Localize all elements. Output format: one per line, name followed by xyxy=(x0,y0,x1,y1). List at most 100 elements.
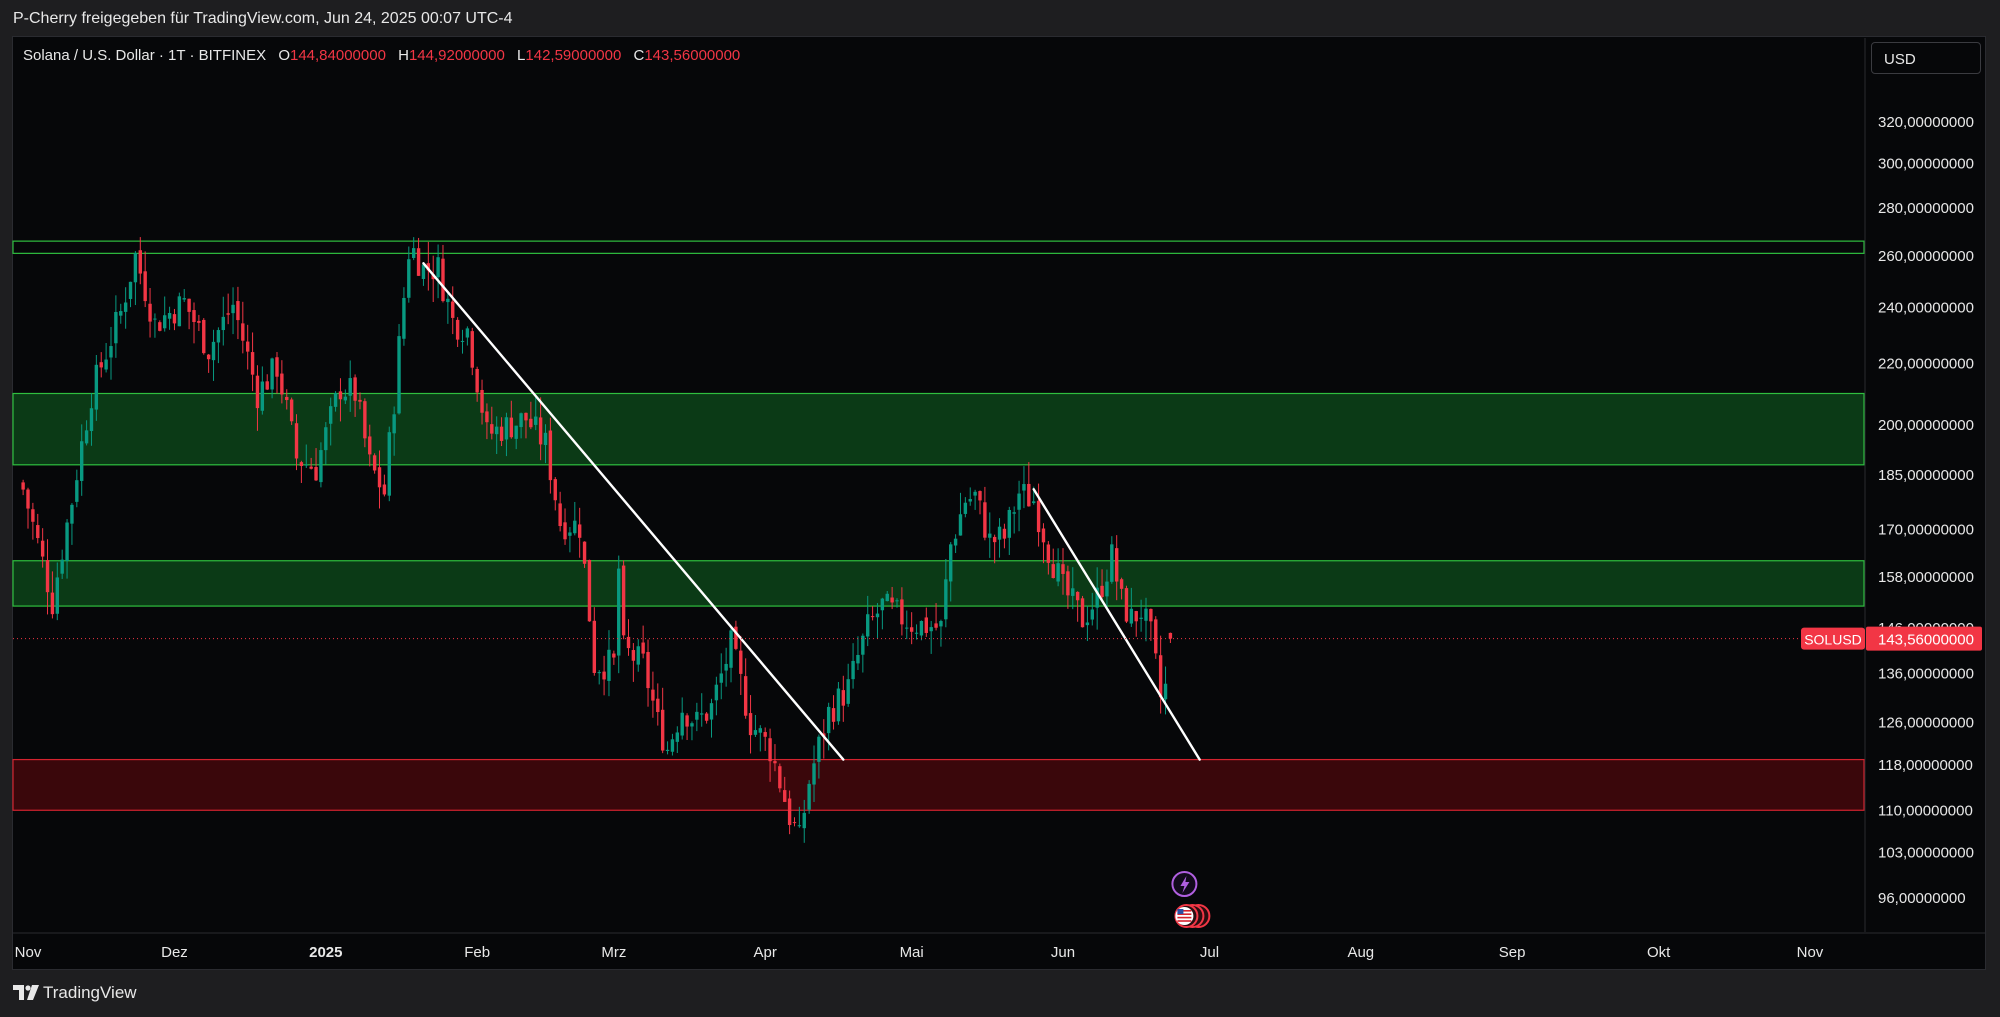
candle-body xyxy=(866,614,869,636)
y-tick-label: 170,00000000 xyxy=(1878,522,1974,539)
candle-body xyxy=(1144,609,1147,621)
candle-body xyxy=(36,525,39,538)
candle-body xyxy=(402,298,405,339)
candle-body xyxy=(778,766,781,788)
candle-body xyxy=(837,689,840,722)
candle-body xyxy=(876,614,879,618)
candle-body xyxy=(241,323,244,340)
x-tick-label: Nov xyxy=(1797,944,1824,961)
zone-support-2[interactable] xyxy=(13,561,1864,606)
candle-body xyxy=(80,441,83,481)
x-tick-label: Jun xyxy=(1051,944,1075,961)
candle-body xyxy=(134,253,137,282)
candle-body xyxy=(920,621,923,635)
candle-body xyxy=(363,401,366,438)
x-tick-label: Sep xyxy=(1499,944,1526,961)
candle-body xyxy=(1164,684,1167,700)
candle-body xyxy=(1071,588,1074,596)
y-tick-label: 110,00000000 xyxy=(1878,802,1973,819)
candle-body xyxy=(705,714,708,721)
candle-body xyxy=(578,524,581,537)
candle-body xyxy=(197,321,200,323)
candle-body xyxy=(998,527,1001,540)
candle-body xyxy=(1037,501,1040,532)
candle-body xyxy=(973,492,976,496)
y-tick-label: 185,00000000 xyxy=(1878,467,1974,484)
zone-demand-3[interactable] xyxy=(13,760,1864,811)
zone-resistance-0[interactable] xyxy=(13,241,1864,253)
candle-body xyxy=(954,539,957,546)
candle-body xyxy=(549,431,552,481)
candle-body xyxy=(56,577,59,613)
candle-body xyxy=(1027,484,1030,506)
candle-body xyxy=(95,365,98,410)
candle-body xyxy=(1169,633,1172,639)
candle-body xyxy=(471,331,474,368)
candle-body xyxy=(632,650,635,661)
y-tick-label: 200,00000000 xyxy=(1878,417,1974,434)
candle-body xyxy=(270,358,273,389)
trendline-0[interactable] xyxy=(423,263,843,759)
candle-body xyxy=(851,661,854,679)
flag-canton xyxy=(1177,909,1183,914)
candle-body xyxy=(519,413,522,427)
candle-body xyxy=(1012,512,1015,513)
candle-body xyxy=(524,413,527,421)
candle-body xyxy=(812,763,815,784)
candle-body xyxy=(993,537,996,542)
candle-body xyxy=(554,479,557,500)
candle-body xyxy=(236,301,239,320)
candle-body xyxy=(441,259,444,301)
candle-body xyxy=(949,544,952,581)
candle-body xyxy=(593,621,596,673)
candle-body xyxy=(187,299,190,312)
candle-body xyxy=(890,597,893,602)
symbol-legend: Solana / U.S. Dollar · 1T · BITFINEX O14… xyxy=(23,47,740,64)
candle-body xyxy=(964,503,967,514)
y-tick-label: 96,00000000 xyxy=(1878,890,1966,907)
candle-body xyxy=(26,490,29,509)
candle-body xyxy=(373,455,376,470)
candle-body xyxy=(925,617,928,633)
candle-body xyxy=(676,732,679,741)
candle-body xyxy=(65,523,68,561)
candles-group xyxy=(21,237,1172,843)
candle-body xyxy=(651,690,654,701)
candle-body xyxy=(612,654,615,658)
candle-body xyxy=(1052,564,1055,578)
candle-body xyxy=(500,427,503,441)
candle-body xyxy=(1110,544,1113,582)
candle-body xyxy=(397,336,400,413)
candle-body xyxy=(51,593,54,615)
candle-body xyxy=(744,676,747,716)
candle-body xyxy=(661,710,664,751)
symbol-title[interactable]: Solana / U.S. Dollar · 1T · BITFINEX xyxy=(23,47,266,64)
y-tick-label: 240,00000000 xyxy=(1878,299,1974,316)
candle-body xyxy=(1139,618,1142,619)
currency-button[interactable]: USD xyxy=(1871,42,1981,74)
x-tick-label: Okt xyxy=(1647,944,1671,961)
candle-body xyxy=(114,312,117,343)
candle-body xyxy=(280,374,283,395)
candle-body xyxy=(544,433,547,445)
candle-body xyxy=(900,599,903,624)
candle-body xyxy=(275,357,278,376)
candle-body xyxy=(773,761,776,763)
candle-body xyxy=(685,715,688,726)
candle-body xyxy=(41,541,44,557)
close-label: C xyxy=(634,47,645,64)
candle-body xyxy=(637,646,640,664)
candle-body xyxy=(334,393,337,407)
x-tick-label: Dez xyxy=(161,944,188,961)
candle-body xyxy=(285,397,288,400)
candle-body xyxy=(446,299,449,302)
candle-body xyxy=(183,298,186,299)
candle-body xyxy=(817,737,820,762)
candle-body xyxy=(192,310,195,322)
candle-body xyxy=(1056,563,1059,581)
candle-body xyxy=(407,259,410,298)
candle-body xyxy=(178,296,181,326)
candle-body xyxy=(827,707,830,733)
trendline-1[interactable] xyxy=(1034,489,1200,759)
